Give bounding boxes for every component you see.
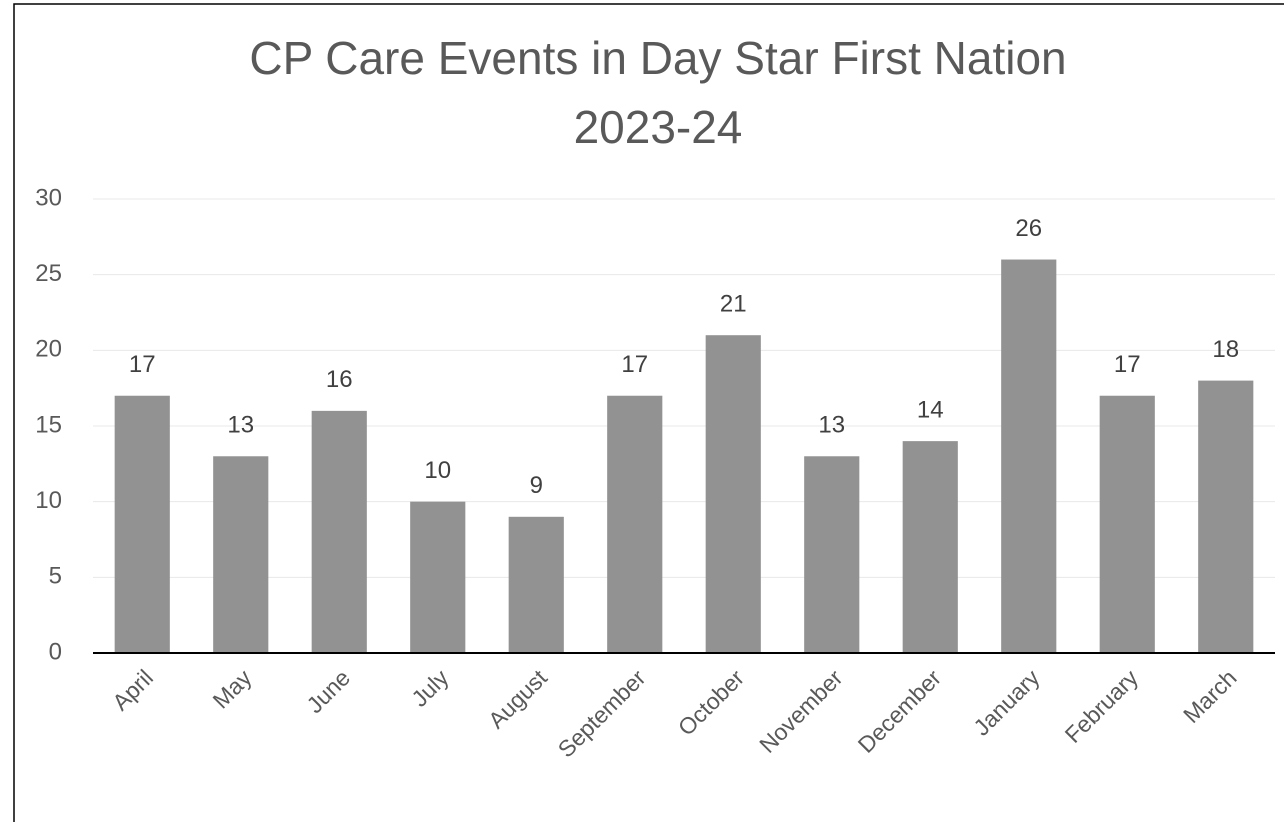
bar — [1001, 259, 1057, 653]
data-label: 13 — [227, 412, 254, 439]
data-label: 13 — [818, 412, 845, 439]
data-label: 16 — [326, 366, 353, 393]
y-tick-label: 0 — [49, 638, 62, 665]
data-label: 17 — [1114, 351, 1141, 378]
y-tick-label: 10 — [35, 487, 62, 514]
data-label: 9 — [530, 472, 543, 499]
data-label: 21 — [720, 291, 747, 318]
bar — [114, 395, 170, 653]
chart-title: CP Care Events in Day Star First Nation — [249, 32, 1066, 84]
bar — [410, 501, 466, 653]
chart-title: 2023-24 — [574, 101, 743, 153]
y-tick-label: 15 — [35, 411, 62, 438]
bar — [311, 410, 367, 653]
bar — [508, 516, 564, 653]
data-label: 10 — [424, 457, 451, 484]
data-label: 17 — [129, 351, 156, 378]
bar — [902, 441, 958, 653]
data-label: 26 — [1015, 215, 1042, 242]
y-tick-label: 30 — [35, 184, 62, 211]
data-label: 18 — [1212, 336, 1239, 363]
bar — [705, 335, 761, 653]
y-tick-label: 5 — [49, 563, 62, 590]
bar — [1099, 395, 1155, 653]
data-label: 17 — [621, 351, 648, 378]
bar — [607, 395, 663, 653]
bar — [1198, 380, 1254, 653]
y-tick-label: 20 — [35, 336, 62, 363]
bar — [804, 456, 860, 653]
y-tick-label: 25 — [35, 260, 62, 287]
data-label: 14 — [917, 396, 944, 423]
bar — [213, 456, 269, 653]
